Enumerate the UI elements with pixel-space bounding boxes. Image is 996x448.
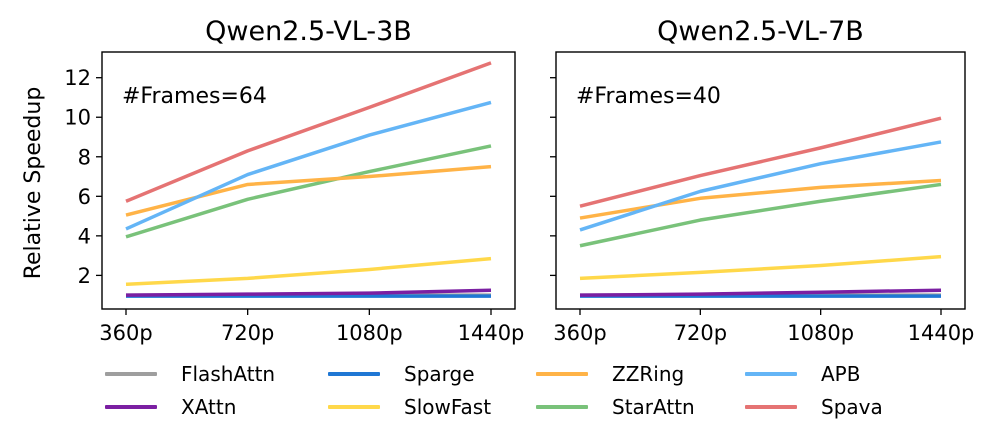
x-tick-label: 1080p (336, 321, 403, 345)
x-tick-label: 360p (99, 321, 152, 345)
x-tick-label: 1080p (787, 321, 854, 345)
series-line-slowfast (125, 256, 492, 287)
panel-title: Qwen2.5-VL-3B (205, 16, 412, 47)
legend-swatch (105, 405, 157, 409)
legend-item-zzring: ZZRing (536, 359, 684, 389)
y-tick-label: 8 (78, 145, 91, 169)
series-line-spava (579, 116, 942, 208)
series-line-apb (579, 140, 942, 232)
legend-label: StarAttn (612, 395, 695, 419)
legend-swatch (328, 372, 380, 376)
y-tick-label: 12 (64, 66, 91, 90)
legend-label: Spava (821, 395, 883, 419)
series-line-starattn (125, 144, 492, 239)
legend: FlashAttn Sparge ZZRing APB XAttn SlowFast Sta… (0, 352, 996, 442)
series-line-zzring (579, 178, 942, 220)
y-axis-label: Relative Speedup (21, 87, 46, 280)
series-line-slowfast (579, 254, 942, 281)
panel-qwen3b: Qwen2.5-VL-3B 2 4 6 8 10 12 360p 720p 1080p 1440p #… (64, 16, 524, 345)
series-lines (125, 61, 492, 298)
legend-item-starattn: StarAttn (536, 392, 695, 422)
x-tick-label: 1440p (908, 321, 975, 345)
legend-item-spava: Spava (745, 392, 883, 422)
x-tick-label: 720p (674, 321, 727, 345)
y-tick-label: 2 (78, 264, 91, 288)
series-lines (579, 116, 942, 298)
figure: Relative Speedup Qwen2.5-VL-3B 2 4 6 8 10 12 36… (21, 16, 974, 345)
x-tick-label: 720p (221, 321, 274, 345)
legend-swatch (745, 372, 797, 376)
series-line-zzring (125, 164, 492, 217)
panel-title: Qwen2.5-VL-7B (657, 16, 864, 47)
series-line-starattn (579, 182, 942, 248)
plot-frame (555, 51, 966, 310)
legend-item-slowfast: SlowFast (328, 392, 491, 422)
y-tick-label: 4 (78, 224, 91, 248)
legend-item-xattn: XAttn (105, 392, 236, 422)
frames-annotation: #Frames=64 (122, 84, 267, 109)
legend-label: ZZRing (612, 362, 685, 386)
legend-swatch (745, 405, 797, 409)
legend-swatch (328, 405, 380, 409)
legend-label: Sparge (404, 362, 475, 386)
legend-item-sparge: Sparge (328, 359, 475, 389)
series-line-apb (125, 100, 492, 231)
series-line-xattn (579, 288, 942, 297)
y-tick-label: 10 (64, 106, 91, 130)
series-line-spava (125, 61, 492, 203)
panel-qwen7b: Qwen2.5-VL-7B 360p 720p 1080p 1440p #Frames=4… (550, 16, 974, 345)
plot-frame (101, 51, 516, 310)
legend-swatch (105, 372, 157, 376)
legend-label: APB (821, 362, 861, 386)
legend-label: SlowFast (404, 395, 492, 419)
series-line-xattn (125, 288, 492, 297)
legend-swatch (536, 372, 588, 376)
y-tick-label: 6 (78, 185, 91, 209)
x-tick-label: 360p (553, 321, 606, 345)
x-tick-label: 1440p (458, 321, 525, 345)
legend-swatch (536, 405, 588, 409)
legend-item-flashattn: FlashAttn (105, 359, 275, 389)
legend-item-apb: APB (745, 359, 860, 389)
frames-annotation: #Frames=40 (576, 84, 721, 109)
legend-label: XAttn (181, 395, 237, 419)
legend-label: FlashAttn (181, 362, 276, 386)
